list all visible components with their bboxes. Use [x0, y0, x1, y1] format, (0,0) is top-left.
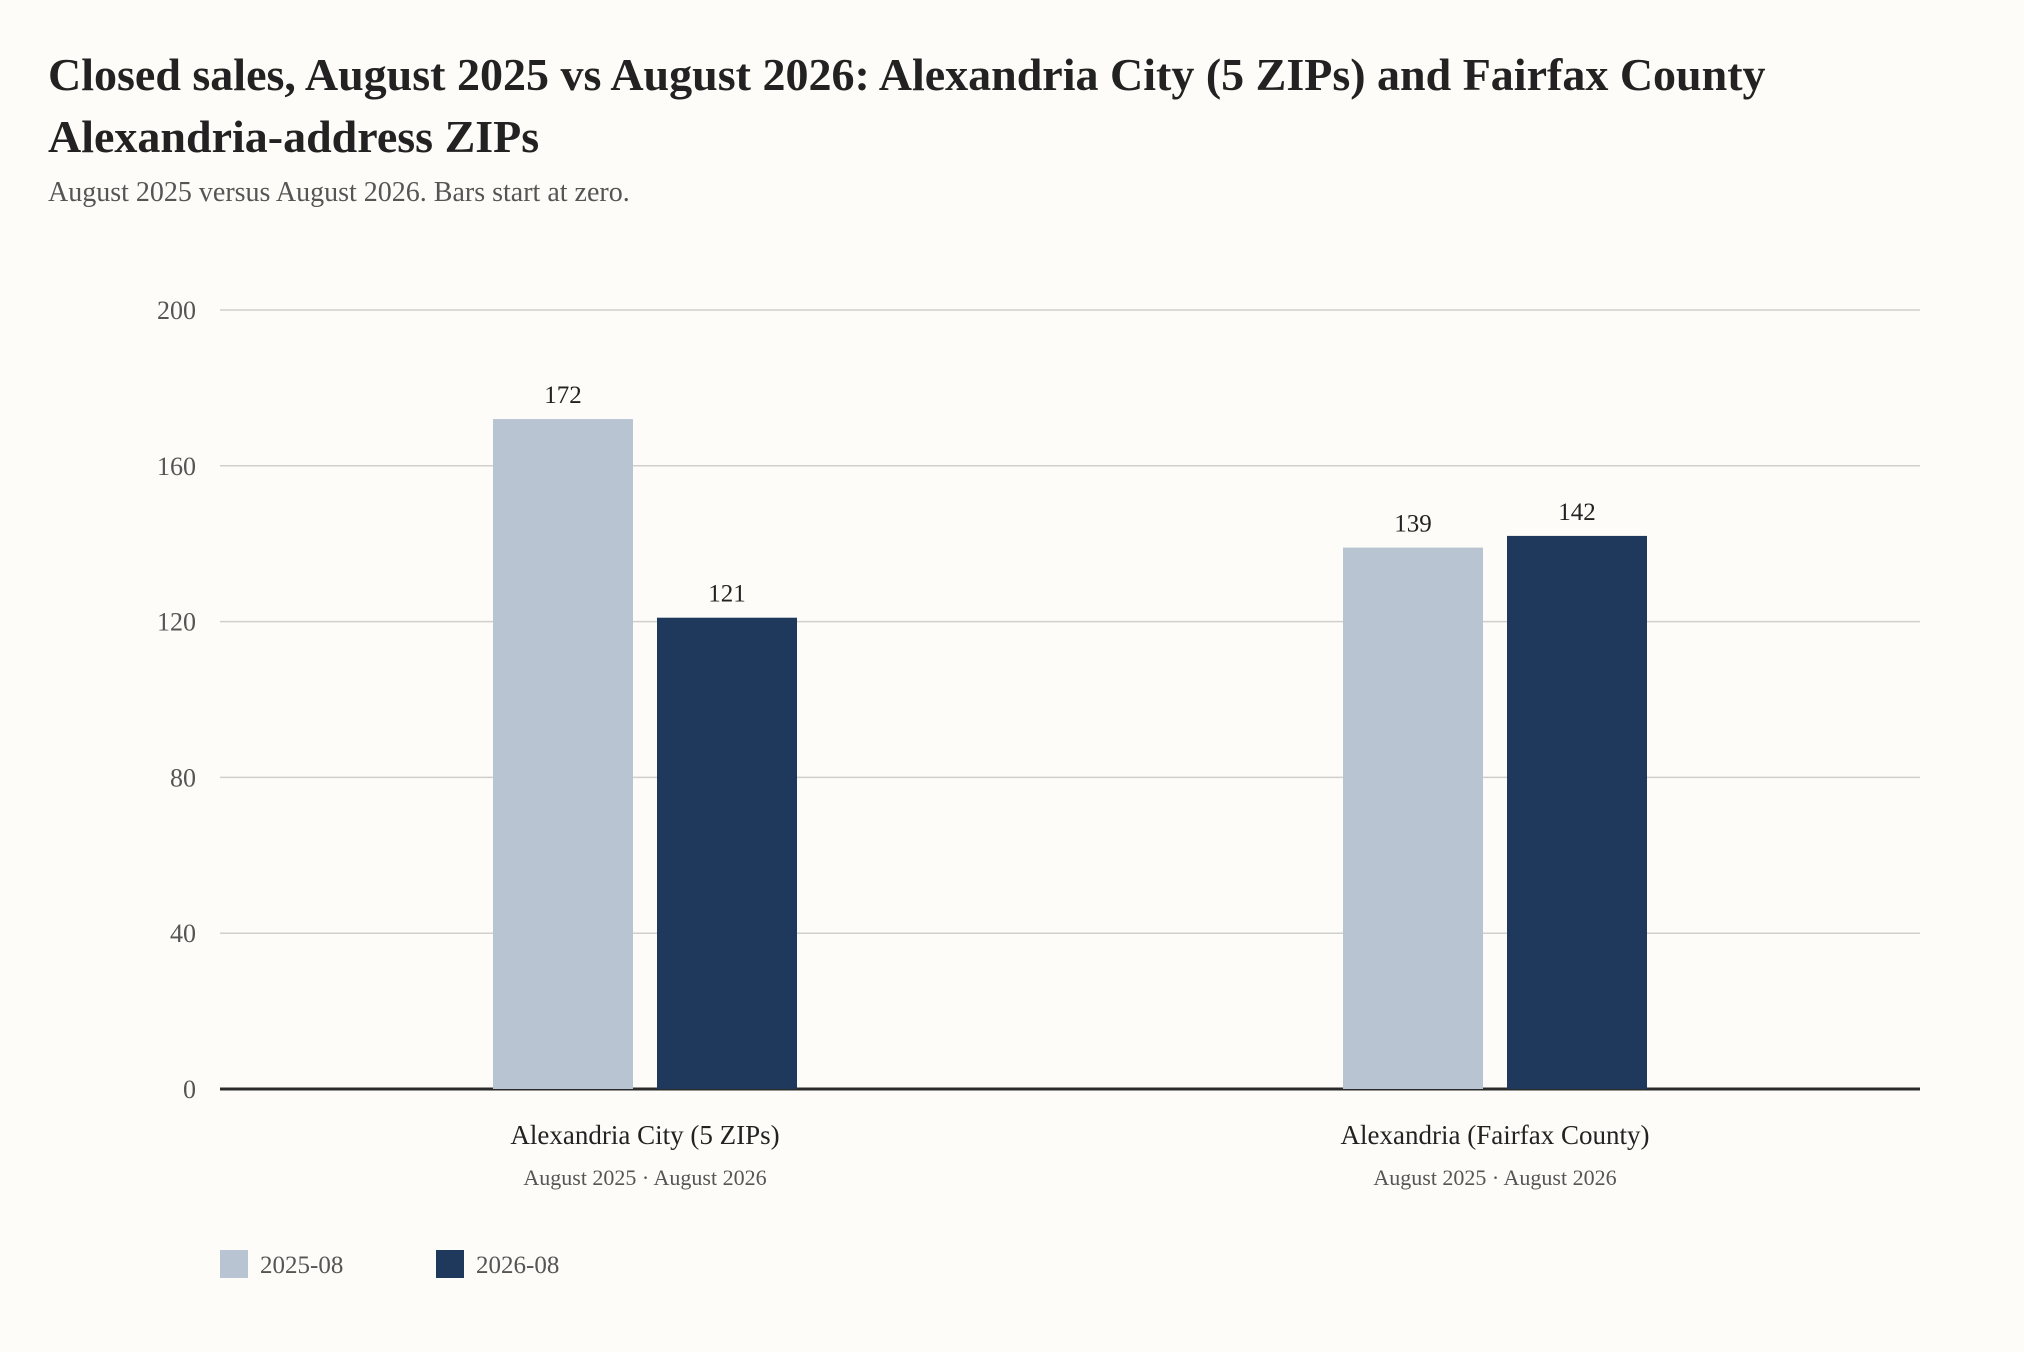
y-tick-label: 40	[170, 919, 196, 948]
data-label: 142	[1558, 499, 1596, 526]
x-category-label: Alexandria City (5 ZIPs)	[510, 1120, 779, 1150]
x-category-sublabel: August 2025 · August 2026	[523, 1165, 766, 1190]
legend: 2025-08 2026-08	[220, 1250, 559, 1279]
y-tick-label: 200	[157, 296, 196, 325]
legend-label: 2026-08	[476, 1252, 559, 1279]
x-category-label: Alexandria (Fairfax County)	[1341, 1120, 1650, 1150]
legend-swatch	[220, 1250, 248, 1278]
bar	[657, 617, 797, 1089]
data-label: 121	[708, 581, 746, 608]
gridlines	[220, 309, 1920, 1091]
bars	[493, 419, 1647, 1089]
y-tick-label: 120	[157, 608, 196, 637]
bar	[1507, 535, 1647, 1089]
data-label: 172	[544, 382, 582, 409]
labels: 0 40 80 120 160 200 172 121 Alexandria City (5 Z…	[157, 296, 1649, 1190]
legend-label: 2025-08	[260, 1252, 343, 1279]
data-label: 139	[1394, 511, 1432, 538]
x-category-sublabel: August 2025 · August 2026	[1373, 1165, 1616, 1190]
legend-swatch	[436, 1250, 464, 1278]
bar	[1343, 547, 1483, 1089]
chart-title: Closed sales, August 2025 vs August 2026…	[48, 49, 1766, 162]
y-tick-label: 160	[157, 452, 196, 481]
chart-subtitle: August 2025 versus August 2026. Bars sta…	[48, 177, 630, 208]
y-tick-label: 80	[170, 763, 196, 792]
bar	[493, 419, 633, 1089]
y-tick-label: 0	[183, 1075, 196, 1104]
